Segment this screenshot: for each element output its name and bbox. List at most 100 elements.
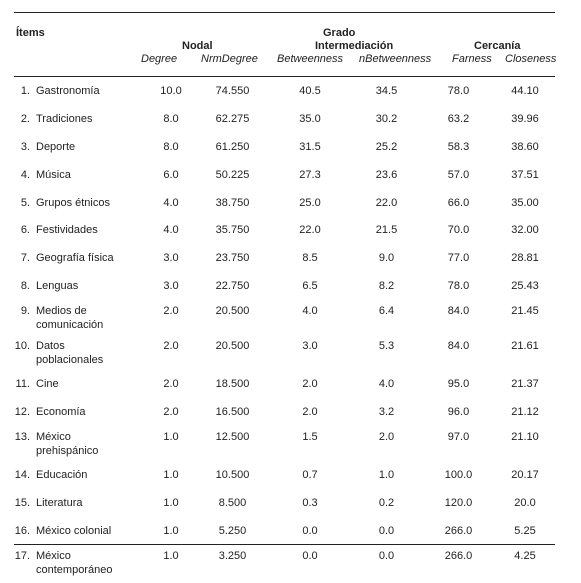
subheader-degree: Degree <box>141 53 178 65</box>
item-name: Medios de comunicación <box>36 305 104 332</box>
table-row: 3. Deporte 8.0 61.250 31.5 25.2 58.3 38.… <box>14 136 555 164</box>
degree-cell: 2.0 <box>163 305 179 318</box>
degree-cell: 2.0 <box>163 406 179 419</box>
table-bottom-rule <box>14 544 555 545</box>
nrmdegree-cell: 12.500 <box>215 430 250 443</box>
degree-cell: 1.0 <box>163 549 179 562</box>
item-name: Cine <box>36 378 59 391</box>
closeness-cell: 5.25 <box>514 524 536 537</box>
farness-cell: 78.0 <box>447 85 470 97</box>
item-name: Tradiciones <box>36 112 93 125</box>
degree-cell: 1.0 <box>163 524 179 537</box>
degree-cell: 4.0 <box>163 224 179 237</box>
table-row: 8. Lenguas 3.0 22.750 6.5 8.2 78.0 25.43 <box>14 275 555 303</box>
table-row: 9. Medios de comunicación 2.0 20.500 4.0 … <box>14 303 555 338</box>
closeness-cell: 44.10 <box>511 85 539 97</box>
closeness-cell: 21.61 <box>511 340 539 353</box>
row-number: 11. <box>15 378 30 391</box>
degree-cell: 2.0 <box>163 340 179 353</box>
nrmdegree-cell: 8.500 <box>218 496 247 509</box>
table-row: 4. Música 6.0 50.225 27.3 23.6 57.0 37.5… <box>14 164 555 192</box>
item-name: Deporte <box>36 140 76 153</box>
subheader-nrmdegree: NrmDegree <box>201 53 258 65</box>
header-grado-line1: Grado <box>323 27 356 39</box>
farness-cell: 77.0 <box>447 252 470 265</box>
row-number: 8. <box>20 280 30 293</box>
closeness-cell: 28.81 <box>511 252 539 265</box>
farness-cell: 97.0 <box>447 430 470 443</box>
closeness-cell: 39.96 <box>511 112 539 125</box>
nbetweenness-cell: 1.0 <box>378 468 395 481</box>
farness-cell: 70.0 <box>447 224 470 237</box>
nbetweenness-cell: 9.0 <box>378 252 395 265</box>
farness-cell: 266.0 <box>444 524 473 537</box>
table-row: 12. Economía 2.0 16.500 2.0 3.2 96.0 21.… <box>14 401 555 429</box>
nbetweenness-cell: 22.0 <box>375 196 398 209</box>
betweenness-cell: 8.5 <box>302 252 318 265</box>
farness-cell: 84.0 <box>447 340 470 353</box>
closeness-cell: 21.10 <box>511 430 539 443</box>
header-grado-line2: Intermediación <box>315 40 394 52</box>
nbetweenness-cell: 3.2 <box>378 406 395 419</box>
table-row: 10. Datos poblacionales 2.0 20.500 3.0 5.… <box>14 338 555 373</box>
row-number: 13. <box>14 430 30 443</box>
table-row: 7. Geografía física 3.0 23.750 8.5 9.0 7… <box>14 247 555 275</box>
item-name: México colonial <box>36 524 112 537</box>
degree-cell: 10.0 <box>160 85 182 97</box>
subheader-nbetweenness: nBetweenness <box>359 53 432 65</box>
nbetweenness-cell: 0.2 <box>378 496 395 509</box>
betweenness-cell: 6.5 <box>302 280 318 293</box>
table-row: 16. México colonial 1.0 5.250 0.0 0.0 26… <box>14 520 555 548</box>
nrmdegree-cell: 20.500 <box>215 340 250 353</box>
degree-cell: 4.0 <box>163 196 179 209</box>
closeness-cell: 21.37 <box>511 378 539 391</box>
closeness-cell: 37.51 <box>511 168 539 181</box>
item-name: Festividades <box>36 224 98 237</box>
row-number: 2. <box>20 112 30 125</box>
farness-cell: 266.0 <box>444 549 473 562</box>
nrmdegree-cell: 5.250 <box>218 524 247 537</box>
subheader-betweenness: Betweenness <box>277 53 344 65</box>
table-row: 15. Literatura 1.0 8.500 0.3 0.2 120.0 2… <box>14 492 555 520</box>
nrmdegree-cell: 74.550 <box>215 85 250 97</box>
row-number: 15. <box>14 496 30 509</box>
nrmdegree-cell: 35.750 <box>215 224 250 237</box>
subheader-closeness: Closeness <box>505 53 557 65</box>
item-name: Grupos étnicos <box>36 196 110 209</box>
centrality-table: 1. Gastronomía 10.0 74.550 40.5 34.5 78.… <box>14 80 555 583</box>
nrmdegree-cell: 23.750 <box>215 252 250 265</box>
farness-cell: 58.3 <box>447 140 470 153</box>
item-name: Gastronomía <box>36 85 100 97</box>
header-cercania: Cercanía <box>474 40 521 52</box>
betweenness-cell: 2.0 <box>302 406 318 419</box>
degree-cell: 1.0 <box>163 496 179 509</box>
nrmdegree-cell: 20.500 <box>215 305 250 318</box>
degree-cell: 8.0 <box>163 140 179 153</box>
row-number: 3. <box>20 140 30 153</box>
header-nodal: Nodal <box>182 40 213 52</box>
row-number: 14. <box>14 468 30 481</box>
nrmdegree-cell: 18.500 <box>215 378 250 391</box>
betweenness-cell: 0.7 <box>302 468 318 481</box>
betweenness-cell: 22.0 <box>299 224 321 237</box>
item-name: Educación <box>36 468 88 481</box>
betweenness-cell: 31.5 <box>299 140 321 153</box>
nbetweenness-cell: 23.6 <box>375 168 398 181</box>
row-number: 6. <box>20 224 30 237</box>
item-name: Música <box>36 168 71 181</box>
degree-cell: 2.0 <box>163 378 179 391</box>
table-header-rule <box>14 76 555 77</box>
table-row: 5. Grupos étnicos 4.0 38.750 25.0 22.0 6… <box>14 192 555 220</box>
betweenness-cell: 25.0 <box>299 196 321 209</box>
nrmdegree-cell: 22.750 <box>215 280 250 293</box>
statistics-table-page: Ítems Nodal Grado Intermediación Cercaní… <box>14 12 557 576</box>
nbetweenness-cell: 0.0 <box>378 524 395 537</box>
degree-cell: 1.0 <box>163 430 179 443</box>
nbetweenness-cell: 30.2 <box>375 112 398 125</box>
nbetweenness-cell: 6.4 <box>378 305 395 318</box>
betweenness-cell: 2.0 <box>302 378 318 391</box>
row-number: 4. <box>20 168 30 181</box>
nrmdegree-cell: 38.750 <box>215 196 250 209</box>
farness-cell: 100.0 <box>444 468 473 481</box>
farness-cell: 120.0 <box>444 496 473 509</box>
